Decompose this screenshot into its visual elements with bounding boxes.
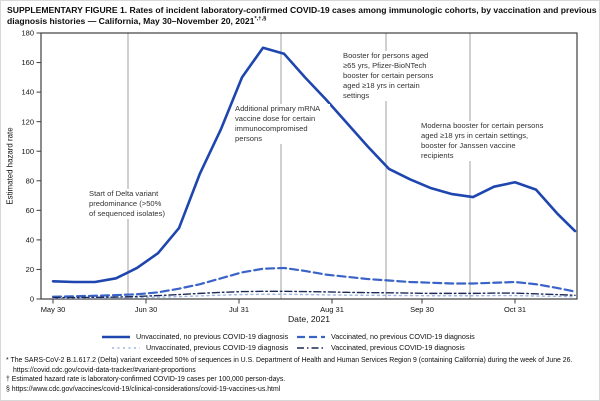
chart-svg: 0 20 40 60 80 100 120 140 160 180 May 30 Jun 30 Jul … xyxy=(21,29,578,314)
footnote-section-marker: § xyxy=(6,385,10,393)
figure-title: SUPPLEMENTARY FIGURE 1. Rates of inciden… xyxy=(7,5,598,28)
legend-item-unvaccinated-no-previous: Unvaccinated, no previous COVID-19 diagn… xyxy=(101,332,288,341)
annotation-moderna-janssen-booster: Moderna booster for certain persons aged… xyxy=(420,121,547,162)
legend-marker-solid-line xyxy=(102,335,130,338)
legend-item-vaccinated-previous: Vaccinated, previous COVID-19 diagnosis xyxy=(296,343,465,352)
legend-label: Vaccinated, previous COVID-19 diagnosis xyxy=(331,343,465,352)
svg-text:160: 160 xyxy=(21,58,34,67)
footnote-star: * The SARS-CoV-2 B.1.617.2 (Delta) varia… xyxy=(6,356,598,375)
svg-text:Jun 30: Jun 30 xyxy=(135,305,158,314)
legend-marker-dotted-line xyxy=(112,346,140,349)
figure-title-superscript: *,†,§ xyxy=(254,16,267,23)
footnote-section-text: https://www.cdc.gov/vaccines/covid-19/cl… xyxy=(11,385,281,393)
footnote-star-text: The SARS-CoV-2 B.1.617.2 (Delta) variant… xyxy=(10,357,573,374)
svg-text:40: 40 xyxy=(26,235,34,244)
legend-label: Vaccinated, no previous COVID-19 diagnos… xyxy=(331,332,475,341)
svg-text:20: 20 xyxy=(26,265,34,274)
svg-text:0: 0 xyxy=(30,295,34,304)
svg-text:60: 60 xyxy=(26,206,34,215)
svg-text:100: 100 xyxy=(21,147,34,156)
svg-text:120: 120 xyxy=(21,117,34,126)
y-axis-label: Estimated hazard rate xyxy=(5,127,15,205)
footnote-star-marker: * xyxy=(6,357,9,364)
legend-marker-dashdot-line xyxy=(297,346,325,349)
legend-marker-dashed-line xyxy=(297,335,325,338)
footnote-section: § https://www.cdc.gov/vaccines/covid-19/… xyxy=(6,385,598,395)
svg-text:180: 180 xyxy=(21,29,34,38)
svg-text:Oct 31: Oct 31 xyxy=(504,305,526,314)
figure-title-text: SUPPLEMENTARY FIGURE 1. Rates of inciden… xyxy=(7,5,597,27)
svg-text:80: 80 xyxy=(26,176,34,185)
footnotes: * The SARS-CoV-2 B.1.617.2 (Delta) varia… xyxy=(6,356,598,395)
annotation-pfizer-booster: Booster for persons aged ≥65 yrs, Pfizer… xyxy=(342,51,443,102)
legend-item-vaccinated-no-previous: Vaccinated, no previous COVID-19 diagnos… xyxy=(296,332,475,341)
footnote-dagger: † Estimated hazard rate is laboratory-co… xyxy=(6,375,598,385)
annotation-delta-predominance: Start of Delta variant predominance (>50… xyxy=(88,189,169,220)
svg-text:Sep 30: Sep 30 xyxy=(410,305,434,314)
legend-item-unvaccinated-previous: Unvaccinated, previous COVID-19 diagnosi… xyxy=(111,343,288,352)
svg-text:Aug 31: Aug 31 xyxy=(320,305,344,314)
legend-label: Unvaccinated, no previous COVID-19 diagn… xyxy=(136,332,289,341)
footnote-dagger-text: Estimated hazard rate is laboratory-conf… xyxy=(11,376,286,384)
svg-text:140: 140 xyxy=(21,88,34,97)
svg-text:Jul 31: Jul 31 xyxy=(229,305,249,314)
legend-label: Unvaccinated, previous COVID-19 diagnosi… xyxy=(146,343,289,352)
footnote-dagger-marker: † xyxy=(6,376,10,384)
annotation-additional-mrna-dose: Additional primary mRNA vaccine dose for… xyxy=(234,104,330,145)
svg-text:May 30: May 30 xyxy=(41,305,66,314)
x-axis-label: Date, 2021 xyxy=(287,314,331,324)
